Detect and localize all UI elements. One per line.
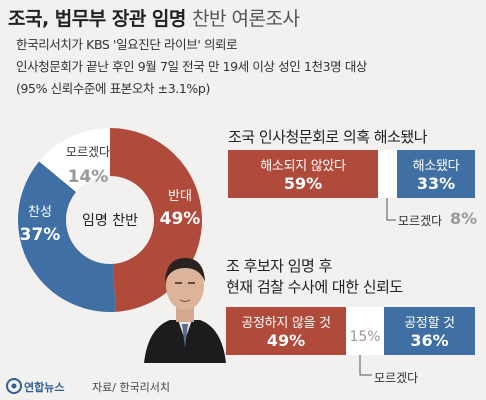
donut-label-0: 반대 (168, 189, 192, 204)
donut-label-1: 찬성 (28, 205, 52, 220)
q1-dont-know-leader (386, 198, 396, 221)
q1-resolved-label: 해소됐다 (412, 159, 460, 174)
donut-slice-2 (39, 128, 111, 192)
survey-desc-line-3: (95% 신뢰수준에 표본오차 ±3.1%p) (16, 81, 210, 96)
source-text: 자료/ 한국리서치 (92, 381, 171, 394)
title-main: 조국, 법무부 장관 임명 (8, 8, 186, 30)
donut-value-0: 49% (160, 209, 201, 229)
survey-desc-line-1: 한국리서치가 KBS '일요진단 라이브' 의뢰로 (16, 37, 238, 52)
q1-dont-know-label: 모르겠다 (398, 214, 443, 228)
logo-text: 연합뉴스 (24, 381, 65, 394)
person-photo (144, 258, 226, 363)
donut-label-2: 모르겠다 (66, 145, 110, 159)
q2-title-line-2: 현재 검찰 수사에 대한 신뢰도 (226, 278, 403, 296)
q1-title: 조국 인사청문회로 의혹 해소됐나 (228, 128, 428, 146)
q1-bar-not-resolved: 해소되지 않았다 59% (228, 150, 378, 198)
q2-fair-value: 36% (410, 331, 449, 350)
q2-title-line-1: 조 후보자 임명 후 (226, 257, 332, 275)
q2-unfair-value: 49% (266, 331, 306, 350)
q2-fair-label: 공정할 것 (404, 316, 455, 331)
q1-dont-know-value: 8% (450, 209, 478, 228)
q2-bar-fair: 공정할 것 36% (384, 307, 475, 355)
q2-bar-unfair: 공정하지 않을 것 49% (226, 307, 346, 355)
survey-desc-line-2: 인사청문회가 끝난 후인 9월 7일 전국 만 19세 이상 성인 1천3명 대… (16, 59, 368, 74)
q2-bar-dont-know: 15% (346, 307, 384, 355)
q2-dont-know-value: 15% (349, 329, 381, 345)
yonhap-logo-icon (6, 378, 22, 394)
title-sub: 찬반 여론조사 (192, 8, 300, 30)
donut-slice-1 (17, 161, 116, 312)
q1-not-resolved-label: 해소되지 않았다 (260, 159, 346, 174)
q1-bar-resolved: 해소됐다 33% (397, 150, 475, 198)
donut-value-2: 14% (68, 167, 109, 187)
q2-dont-know-leader (359, 355, 372, 376)
q1-bar-dont-know (378, 150, 397, 198)
q2-unfair-label: 공정하지 않을 것 (241, 316, 331, 331)
page-title: 조국, 법무부 장관 임명 찬반 여론조사 (8, 4, 300, 31)
donut-center-label: 임명 찬반 (82, 213, 138, 229)
q2-dont-know-label: 모르겠다 (374, 371, 419, 385)
q1-not-resolved-value: 59% (283, 174, 323, 193)
donut-chart: 임명 찬반 반대 49% 찬성 37% 모르겠다 14% (17, 128, 203, 312)
q1-resolved-value: 33% (416, 174, 456, 193)
donut-value-1: 37% (20, 225, 61, 245)
